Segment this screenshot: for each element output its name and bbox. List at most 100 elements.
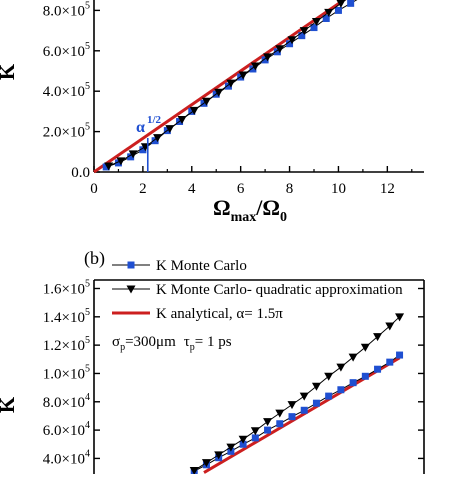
bottom-y-tick-label: 1.4×105	[43, 307, 90, 326]
bottom-triangle-point	[395, 313, 405, 322]
top-square-point	[298, 32, 306, 40]
top-triangle-point	[201, 97, 211, 106]
top-x-tick-label: 8	[286, 181, 294, 197]
bottom-y-tick-label: 6.0×104	[43, 420, 90, 439]
top-triangle-series-line	[108, 0, 347, 167]
bottom-square-point	[396, 351, 404, 359]
bottom-square-point	[374, 365, 382, 373]
top-triangle-point	[275, 45, 285, 54]
top-triangle-point	[336, 0, 346, 8]
top-triangle-point	[324, 8, 334, 17]
top-triangle-point	[116, 157, 126, 166]
bottom-y-tick-label: 1.2×105	[43, 335, 90, 354]
legend-params-label: σp=300μm τp= 1 ps	[112, 334, 232, 353]
top-y-tick-label: 2.0×105	[43, 122, 90, 141]
top-triangle-point	[128, 150, 138, 159]
bottom-triangle-point	[385, 322, 395, 331]
bottom-y-tick-label: 1.6×105	[43, 278, 90, 297]
top-square-point	[261, 56, 269, 64]
bottom-triangle-point	[299, 392, 309, 401]
bottom-y-axis-title: K	[0, 396, 19, 413]
top-triangle-point	[299, 27, 309, 36]
bottom-triangle-point	[275, 409, 285, 418]
top-square-point	[286, 40, 294, 48]
bottom-square-point	[288, 413, 296, 421]
bottom-square-point	[276, 420, 284, 428]
top-square-point	[224, 82, 232, 90]
bottom-square-point	[300, 406, 308, 414]
legend-label: K Monte Carlo	[156, 258, 247, 274]
annotation-alpha-label: α 1/2	[136, 114, 161, 136]
top-x-tick-label: 4	[188, 181, 196, 197]
bottom-triangle-point	[373, 333, 383, 342]
top-square-point	[249, 65, 257, 73]
top-square-point	[102, 163, 110, 171]
top-square-point	[139, 146, 147, 154]
top-y-tick-label: 8.0×105	[43, 0, 90, 19]
bottom-triangle-point	[324, 372, 334, 381]
bottom-triangle-point	[287, 401, 297, 410]
top-square-point	[127, 153, 135, 161]
top-square-point	[273, 48, 281, 56]
bottom-square-point	[349, 379, 357, 387]
top-triangle-point	[177, 115, 187, 124]
top-x-tick-label: 2	[139, 181, 147, 197]
top-triangle-point	[153, 134, 163, 143]
bottom-panel: 4.0×104 6.0×104 8.0×104 1.0×105 1.2×105 1.4×1…	[43, 258, 425, 475]
bottom-square-point	[264, 426, 272, 434]
top-triangle-point	[189, 106, 199, 115]
top-square-point	[151, 137, 159, 145]
top-square-point	[114, 159, 122, 167]
legend-item: K analytical, α= 1.5π	[112, 306, 283, 322]
bottom-triangle-point	[360, 343, 370, 352]
bottom-triangle-point	[214, 451, 224, 460]
top-y-axis-title: K	[0, 63, 19, 80]
top-triangle-point	[263, 53, 273, 62]
bottom-triangle-point	[189, 466, 199, 475]
bottom-panel-label: (b)	[84, 248, 105, 269]
bottom-y-tick-label: 1.0×105	[43, 363, 90, 382]
top-y-tick-label: 0.0	[71, 165, 90, 181]
bottom-square-point	[361, 372, 369, 380]
bottom-y-tick-label: 4.0×104	[43, 448, 90, 467]
top-triangle-point	[165, 125, 175, 134]
top-triangle-point	[214, 88, 224, 97]
legend-triangle-marker	[126, 285, 136, 294]
bottom-triangle-point	[263, 418, 273, 427]
bottom-triangle-point	[226, 443, 236, 452]
bottom-square-point	[325, 392, 333, 400]
bottom-square-series-line	[193, 354, 400, 472]
top-triangle-point	[250, 62, 260, 71]
top-x-axis-title: Ωmax/Ω0	[213, 195, 287, 225]
legend-item: K Monte Carlo- quadratic approximation	[112, 282, 403, 298]
bottom-square-point	[251, 434, 259, 442]
bottom-analytical-line	[203, 356, 401, 474]
top-analytical-line	[93, 0, 347, 174]
legend-label: K Monte Carlo- quadratic approximation	[156, 282, 403, 298]
top-x-tick-label: 10	[331, 181, 346, 197]
bottom-triangle-point	[336, 363, 346, 372]
legend-square-marker	[127, 261, 135, 269]
bottom-square-point	[386, 358, 394, 366]
top-triangle-point	[287, 36, 297, 45]
top-square-point	[334, 6, 342, 14]
top-x-tick-label: 12	[380, 181, 395, 197]
bottom-triangle-point	[348, 353, 358, 362]
bottom-triangle-point	[201, 459, 211, 468]
bottom-square-point	[312, 399, 320, 407]
top-panel: 0 2 4 6 8 10 12 0.0 2.0×105 4.0×105 6.0×105 8.0×105	[43, 0, 424, 197]
bottom-triangle-point	[311, 382, 321, 391]
top-y-tick-label: 6.0×105	[43, 41, 90, 60]
legend-label: K analytical, α= 1.5π	[156, 306, 283, 322]
top-x-tick-label: 0	[90, 181, 98, 197]
top-triangle-point	[238, 71, 248, 80]
bottom-triangle-point	[250, 427, 260, 436]
bottom-y-tick-label: 8.0×104	[43, 392, 90, 411]
bottom-square-point	[239, 440, 247, 448]
top-triangle-point	[226, 79, 236, 88]
top-x-tick-label: 6	[237, 181, 245, 197]
bottom-triangle-point	[238, 435, 248, 444]
legend-item: K Monte Carlo	[112, 258, 247, 274]
top-square-point	[310, 24, 318, 32]
